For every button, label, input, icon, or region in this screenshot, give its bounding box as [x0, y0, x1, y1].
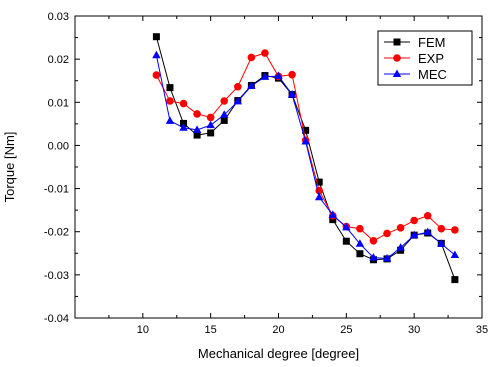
data-point-exp: [179, 99, 188, 108]
y-axis-title: Torque [Nm]: [2, 132, 17, 203]
data-point-exp: [166, 97, 174, 105]
data-point-mec: [355, 239, 365, 247]
data-point-exp: [356, 224, 364, 233]
data-point-fem: [356, 250, 364, 258]
data-point-mec: [152, 50, 161, 59]
x-tick-label: 30: [408, 324, 420, 336]
data-point-exp: [451, 226, 459, 234]
data-point-mec: [450, 250, 460, 259]
data-point-exp: [410, 216, 418, 225]
data-point-mec: [396, 243, 405, 251]
data-point-mec: [409, 230, 419, 239]
y-tick-label: 0.01: [48, 97, 69, 109]
data-point-fem: [207, 129, 215, 137]
data-point-fem: [451, 276, 459, 284]
data-point-exp: [220, 97, 229, 105]
data-point-exp: [193, 110, 201, 118]
data-point-mec: [369, 253, 378, 261]
data-point-mec: [165, 116, 175, 124]
data-point-mec: [287, 90, 297, 98]
y-tick-label: -0.04: [44, 313, 69, 325]
data-point-mec: [382, 253, 392, 262]
data-point-exp: [152, 71, 161, 79]
x-tick-label: 25: [340, 324, 352, 336]
data-point-mec: [206, 120, 215, 129]
data-point-mec: [342, 222, 351, 231]
data-point-fem: [302, 126, 310, 134]
data-point-exp: [288, 70, 296, 79]
data-point-exp: [369, 236, 378, 245]
legend-marker-mec: [392, 69, 402, 77]
x-axis-title: Mechanical degree [degree]: [198, 346, 359, 361]
data-point-mec: [247, 81, 256, 89]
series-layer: [152, 33, 460, 284]
y-tick-label: -0.01: [44, 184, 69, 196]
data-point-exp: [396, 224, 405, 232]
series-line-mec: [155, 55, 456, 259]
data-point-mec: [192, 125, 202, 133]
data-point-mec: [301, 137, 310, 145]
y-tick-label: -0.03: [44, 270, 69, 282]
data-point-mec: [437, 239, 446, 247]
data-point-fem: [152, 33, 160, 41]
data-point-mec: [315, 192, 324, 201]
data-point-fem: [166, 84, 174, 92]
legend-marker-exp: [393, 54, 401, 62]
legend-marker-fem: [393, 38, 401, 46]
legend-label-exp: EXP: [418, 51, 444, 66]
data-point-exp: [206, 113, 215, 122]
y-tick-label: 0.03: [48, 11, 69, 23]
data-point-mec: [328, 210, 337, 218]
data-point-fem: [342, 237, 350, 245]
series-mec: [152, 50, 460, 262]
y-axis: -0.04 -0.03 -0.02 -0.01 0.00 0.01 0.02 0.03: [44, 11, 482, 325]
data-point-exp: [383, 229, 391, 238]
data-point-mec: [179, 123, 188, 131]
data-point-exp: [261, 49, 269, 57]
y-tick-label: 0.00: [48, 140, 69, 152]
x-tick-label: 10: [137, 324, 149, 336]
x-tick-label: 35: [476, 324, 488, 336]
data-point-mec: [233, 96, 242, 105]
data-point-fem: [315, 178, 323, 186]
x-tick-label: 20: [272, 324, 284, 336]
data-point-fem: [329, 216, 337, 224]
data-point-fem: [193, 131, 201, 139]
data-point-exp: [423, 211, 432, 220]
data-point-fem: [220, 116, 228, 124]
legend-label-mec: MEC: [418, 67, 447, 82]
data-point-mec: [423, 227, 432, 236]
y-tick-label: -0.02: [44, 227, 69, 239]
data-point-mec: [274, 71, 283, 79]
data-point-mec: [220, 110, 229, 118]
data-point-exp: [437, 224, 446, 233]
y-tick-label: 0.02: [48, 54, 69, 66]
data-point-exp: [234, 82, 242, 91]
data-point-exp: [247, 53, 256, 62]
x-tick-label: 15: [205, 324, 217, 336]
data-point-mec: [260, 72, 270, 80]
x-axis: 10 15 20 25 30 35: [108, 16, 488, 336]
legend-label-fem: FEM: [418, 35, 445, 50]
